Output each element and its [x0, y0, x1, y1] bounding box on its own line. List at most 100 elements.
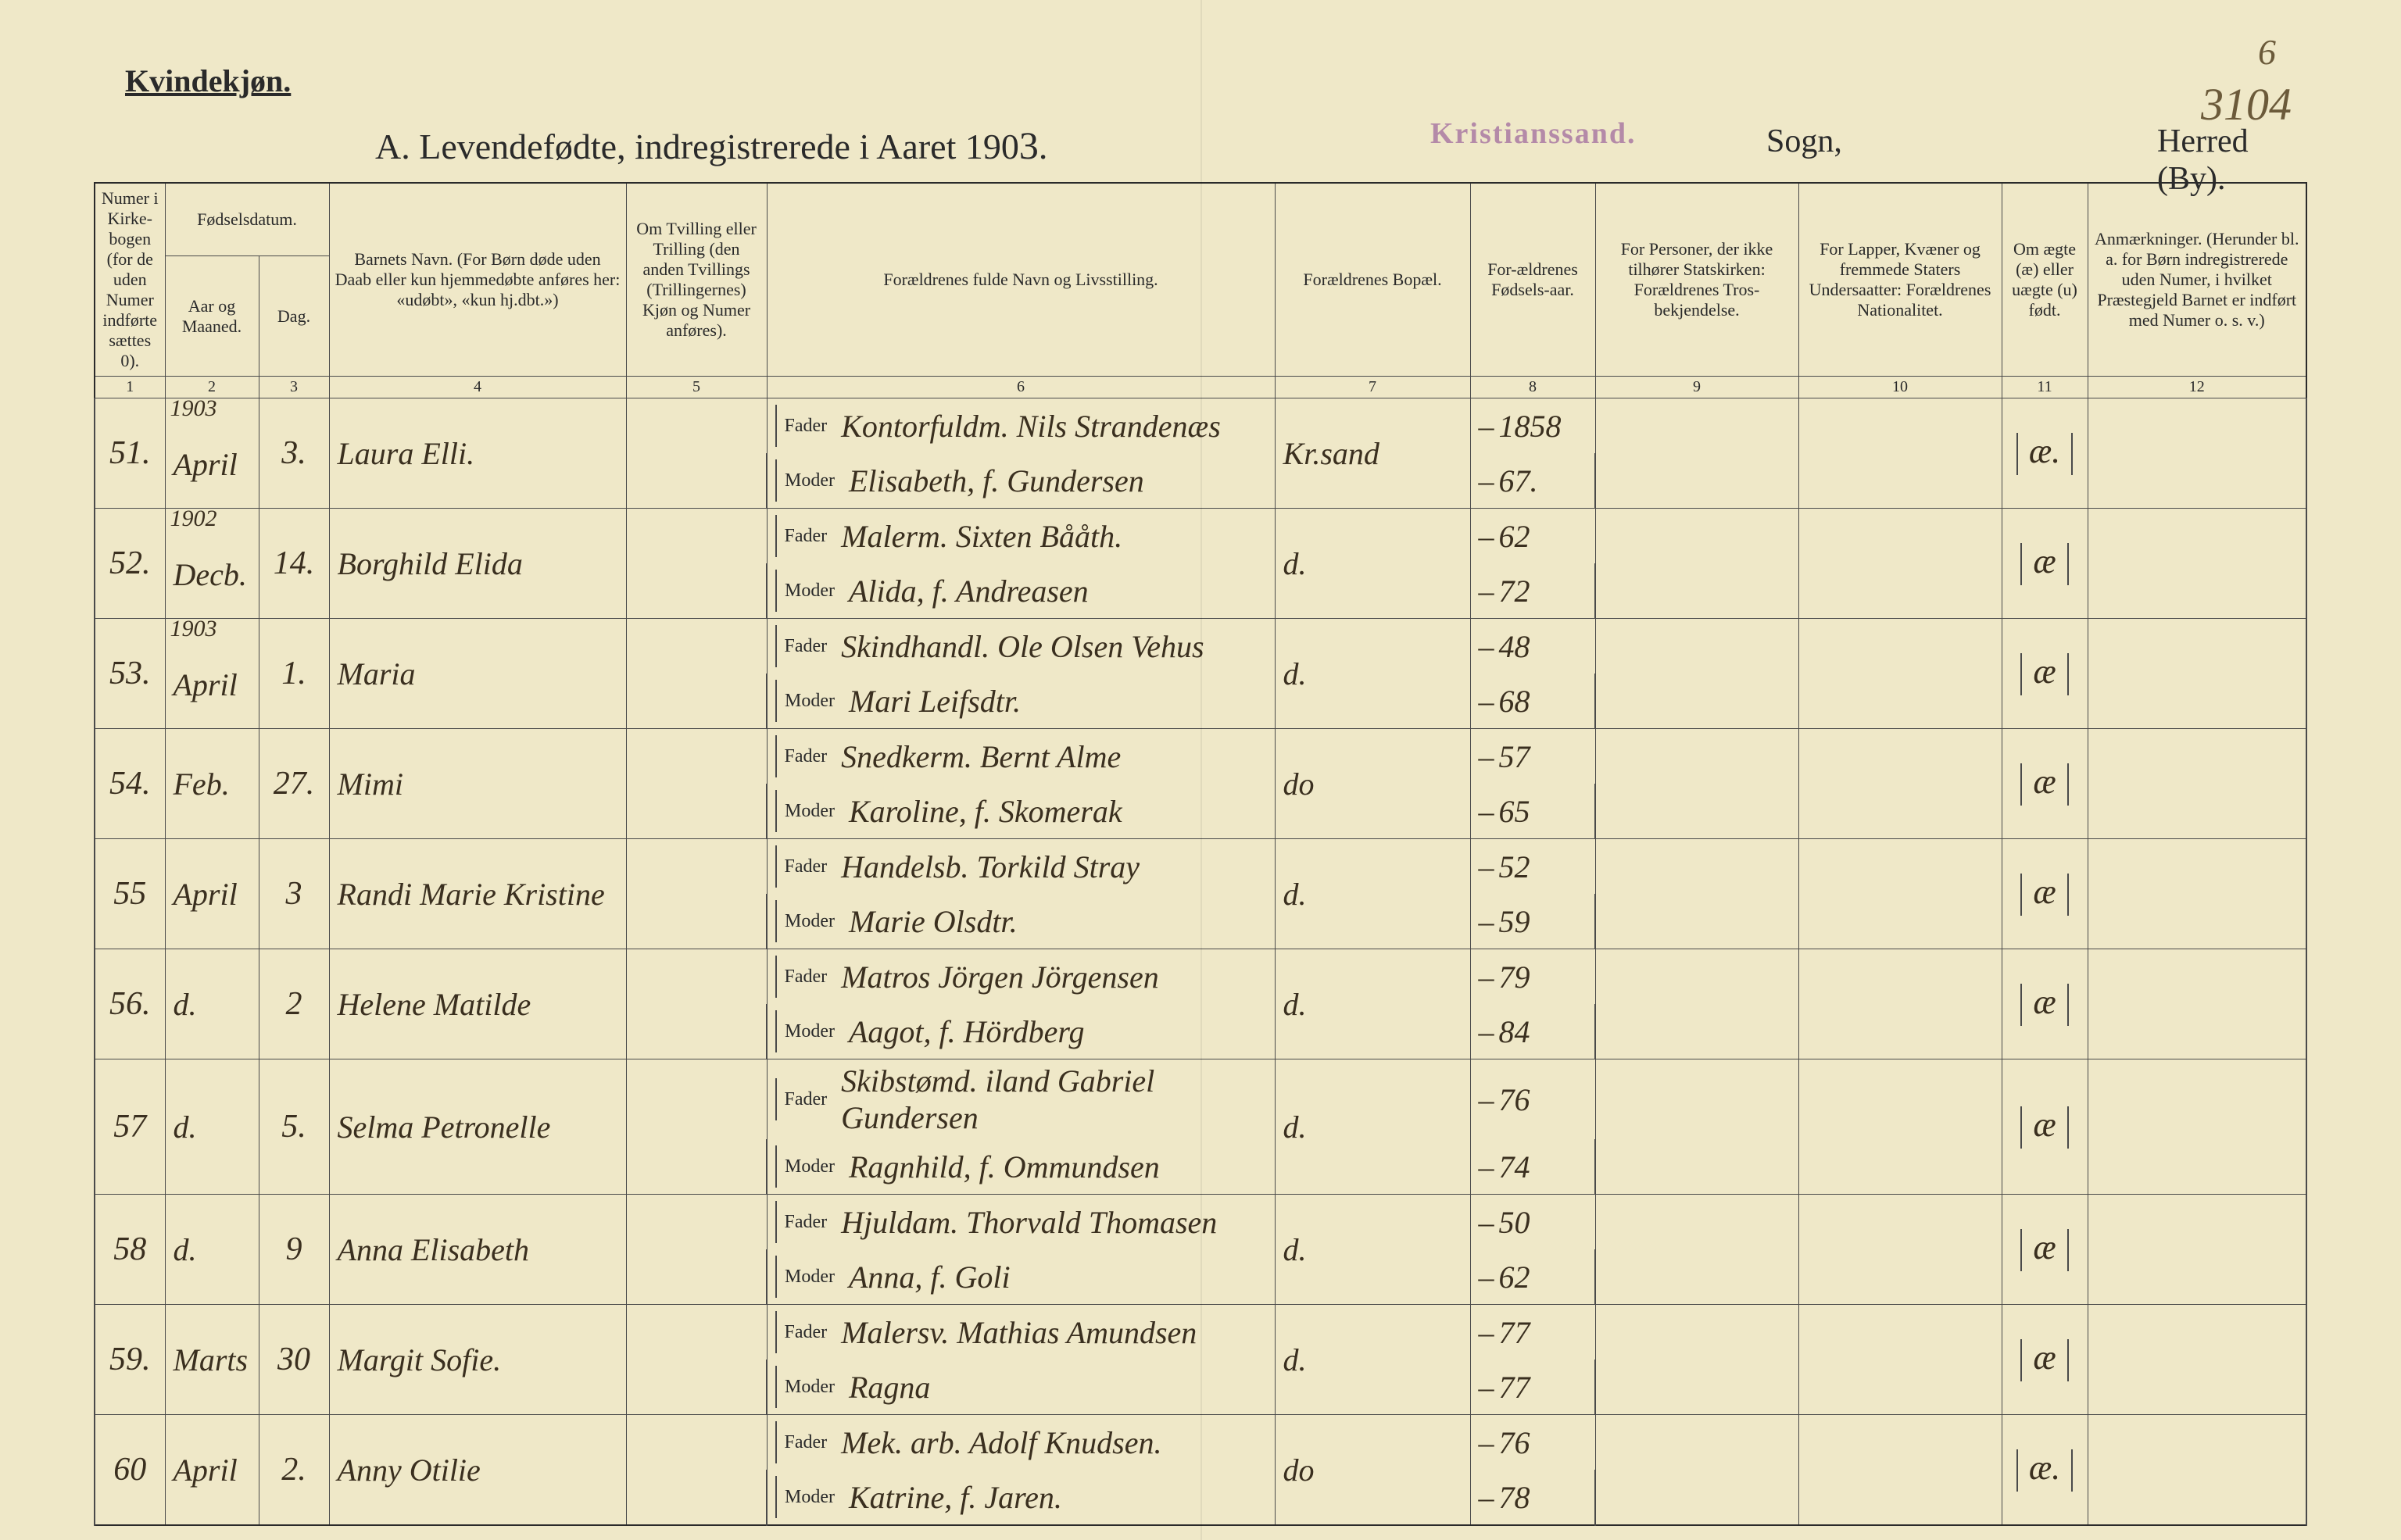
herred-label: Herred (By).	[2157, 123, 2307, 198]
day: 30	[259, 1305, 329, 1415]
residence: Kr.sand	[1275, 398, 1470, 509]
residence: d.	[1275, 1305, 1470, 1415]
day: 3	[259, 839, 329, 949]
religion	[1595, 509, 1798, 619]
religion	[1595, 1059, 1798, 1195]
entry-number: 60	[95, 1415, 165, 1526]
child-name: Borghild Elida	[329, 509, 626, 619]
register-page: 6 3104 Kvindekjøn. A. Levendefødte, indr…	[0, 0, 2401, 1540]
twin-col	[626, 619, 767, 729]
child-name: Anny Otilie	[329, 1415, 626, 1526]
col-header-8: For-ældrenes Fødsels-aar.	[1470, 183, 1595, 377]
col-header-7: Forældrenes Bopæl.	[1275, 183, 1470, 377]
month: April	[165, 1415, 259, 1526]
mother-birthyear: –67.	[1470, 453, 1595, 509]
col-header-4: Barnets Navn. (For Børn døde uden Daab e…	[329, 183, 626, 377]
nationality	[1798, 729, 2002, 839]
mother-cell: ModerAlida, f. Andreasen	[767, 563, 1275, 619]
twin-col	[626, 729, 767, 839]
twin-col	[626, 949, 767, 1059]
colnum: 7	[1275, 377, 1470, 398]
col-header-9: For Personer, der ikke tilhører Statskir…	[1595, 183, 1798, 377]
religion	[1595, 1415, 1798, 1526]
child-name: Helene Matilde	[329, 949, 626, 1059]
colnum: 8	[1470, 377, 1595, 398]
col-header-10: For Lapper, Kvæner og fremmede Staters U…	[1798, 183, 2002, 377]
entry-number: 56.	[95, 949, 165, 1059]
father-cell: FaderMatros Jörgen Jörgensen	[767, 949, 1275, 1005]
page-number-corner: 6	[2258, 31, 2276, 73]
nationality	[1798, 398, 2002, 509]
table-head: Numer i Kirke-bogen (for de uden Numer i…	[95, 183, 2306, 398]
mother-cell: ModerKatrine, f. Jaren.	[767, 1470, 1275, 1525]
father-birthyear: –79	[1470, 949, 1595, 1005]
nationality	[1798, 509, 2002, 619]
remarks	[2088, 1195, 2306, 1305]
remarks	[2088, 619, 2306, 729]
father-birthyear: –50	[1470, 1195, 1595, 1250]
entry-number: 59.	[95, 1305, 165, 1415]
col-header-2-dag: Dag.	[259, 256, 329, 377]
father-birthyear: –62	[1470, 509, 1595, 564]
residence: do	[1275, 1415, 1470, 1526]
legitimacy: æ	[2002, 949, 2088, 1059]
entry-number: 51.	[95, 398, 165, 509]
residence: d.	[1275, 839, 1470, 949]
colnum: 1	[95, 377, 165, 398]
religion	[1595, 839, 1798, 949]
religion	[1595, 398, 1798, 509]
mother-birthyear: –74	[1470, 1139, 1595, 1195]
colnum: 5	[626, 377, 767, 398]
title-line: A. Levendefødte, indregistrerede i Aaret…	[375, 123, 2307, 168]
entry-number: 54.	[95, 729, 165, 839]
mother-birthyear: –78	[1470, 1470, 1595, 1525]
father-cell: FaderMek. arb. Adolf Knudsen.	[767, 1415, 1275, 1470]
remarks	[2088, 839, 2306, 949]
entry-number: 58	[95, 1195, 165, 1305]
remarks	[2088, 949, 2306, 1059]
nationality	[1798, 949, 2002, 1059]
mother-cell: ModerAagot, f. Hördberg	[767, 1004, 1275, 1059]
mother-cell: ModerRagnhild, f. Ommundsen	[767, 1139, 1275, 1195]
religion	[1595, 619, 1798, 729]
day: 27.	[259, 729, 329, 839]
table-row: 55April3Randi Marie KristineFaderHandels…	[95, 839, 2306, 895]
remarks	[2088, 509, 2306, 619]
entry-number: 53.	[95, 619, 165, 729]
father-birthyear: –1858	[1470, 398, 1595, 454]
mother-birthyear: –68	[1470, 674, 1595, 729]
father-birthyear: –76	[1470, 1415, 1595, 1470]
col-header-2-aar: Aar og Maaned.	[165, 256, 259, 377]
child-name: Randi Marie Kristine	[329, 839, 626, 949]
nationality	[1798, 1195, 2002, 1305]
day: 9	[259, 1195, 329, 1305]
nationality	[1798, 1059, 2002, 1195]
col-header-12: Anmærkninger. (Herunder bl. a. for Børn …	[2088, 183, 2306, 377]
mother-birthyear: –72	[1470, 563, 1595, 619]
colnum: 4	[329, 377, 626, 398]
religion	[1595, 1195, 1798, 1305]
father-cell: FaderSkindhandl. Ole Olsen Vehus	[767, 619, 1275, 674]
twin-col	[626, 1059, 767, 1195]
month: d.	[165, 1195, 259, 1305]
child-name: Maria	[329, 619, 626, 729]
residence: d.	[1275, 619, 1470, 729]
day: 1.	[259, 619, 329, 729]
religion	[1595, 729, 1798, 839]
child-name: Selma Petronelle	[329, 1059, 626, 1195]
table-body: 51.1903April3.Laura Elli.FaderKontorfuld…	[95, 398, 2306, 1526]
mother-cell: ModerElisabeth, f. Gundersen	[767, 453, 1275, 509]
father-birthyear: –76	[1470, 1059, 1595, 1140]
col-header-5: Om Tvilling eller Trilling (den anden Tv…	[626, 183, 767, 377]
day: 2.	[259, 1415, 329, 1526]
table-row: 56.d.2Helene MatildeFaderMatros Jörgen J…	[95, 949, 2306, 1005]
child-name: Margit Sofie.	[329, 1305, 626, 1415]
col-header-6: Forældrenes fulde Navn og Livsstilling.	[767, 183, 1275, 377]
legitimacy: æ.	[2002, 1415, 2088, 1526]
legitimacy: æ	[2002, 1059, 2088, 1195]
legitimacy: æ	[2002, 509, 2088, 619]
month: d.	[165, 1059, 259, 1195]
col-header-11: Om ægte (æ) eller uægte (u) født.	[2002, 183, 2088, 377]
col-header-1: Numer i Kirke-bogen (for de uden Numer i…	[95, 183, 165, 377]
nationality	[1798, 1415, 2002, 1526]
